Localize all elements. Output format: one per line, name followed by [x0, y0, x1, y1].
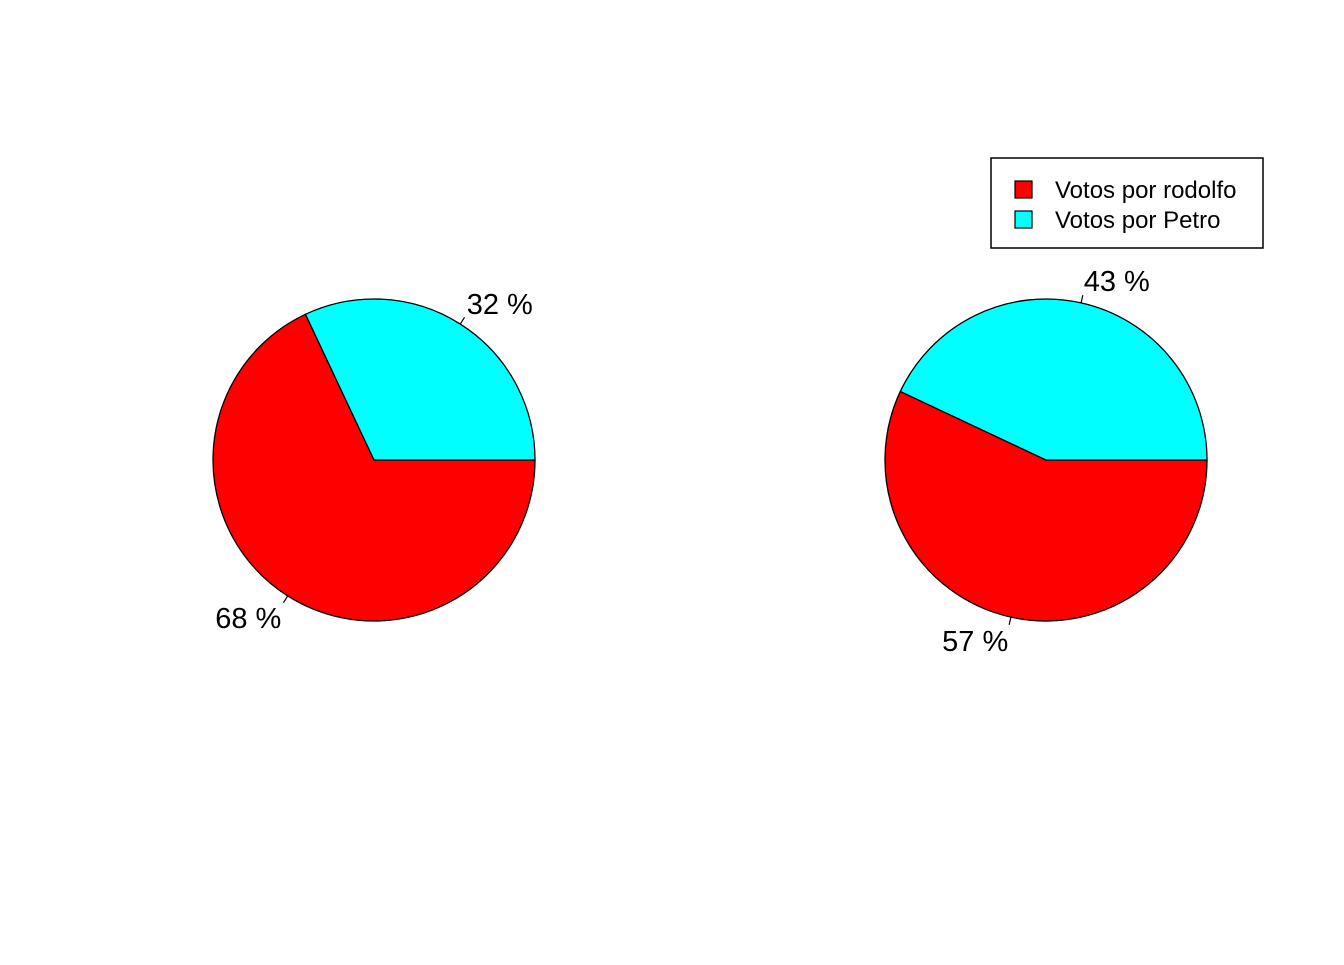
legend: Votos por rodolfo Votos por Petro — [990, 157, 1264, 249]
legend-label-petro: Votos por Petro — [1055, 207, 1220, 234]
pie-right-slice-label-1: 43 % — [1084, 266, 1150, 298]
pie-chart-right: 57 % 43 % — [884, 266, 1208, 658]
pie-left-slice-label-0: 68 % — [215, 603, 281, 635]
legend-box — [990, 157, 1264, 249]
pie-right-label-tick-1 — [1080, 294, 1084, 304]
pie-left-slice-label-1: 32 % — [467, 289, 533, 321]
legend-label-rodolfo: Votos por rodolfo — [1055, 177, 1236, 204]
pie-right-slice-0 — [884, 390, 1208, 622]
legend-swatch-rodolfo — [1014, 180, 1033, 199]
legend-swatch-petro — [1014, 210, 1033, 229]
pie-left-label-tick-0 — [282, 595, 289, 604]
pie-chart-left: 68 % 32 % — [212, 289, 536, 635]
pie-right-slice-1 — [899, 298, 1208, 461]
pie-left-label-tick-1 — [459, 316, 466, 325]
pie-right-slice-label-0: 57 % — [942, 626, 1008, 658]
pie-right-label-tick-0 — [1008, 616, 1012, 626]
pie-left-slice-1 — [304, 298, 536, 461]
